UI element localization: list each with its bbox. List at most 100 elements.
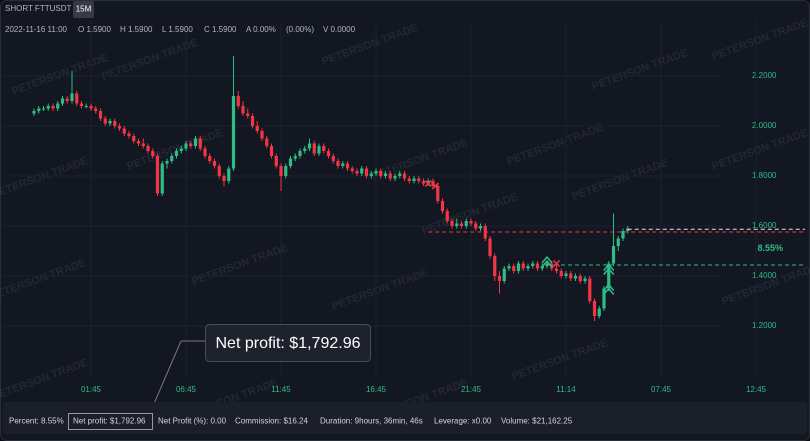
candle-body	[170, 156, 174, 161]
x-tick-label: 01:45	[81, 385, 102, 394]
candle-body	[51, 106, 55, 109]
candle-body	[132, 136, 136, 141]
candle-body	[274, 156, 278, 166]
candle-body	[345, 163, 350, 169]
candle-body	[198, 138, 202, 149]
candle-body	[469, 221, 473, 224]
ohlc-field: C 1.5900	[204, 25, 237, 34]
y-tick-label: 1.6000	[752, 221, 777, 230]
candle-body	[298, 151, 302, 156]
y-tick-label: 1.4000	[752, 271, 777, 280]
ohlc-field: V 0.0000	[323, 25, 356, 34]
trade-marker	[603, 283, 615, 295]
candle-body	[488, 238, 492, 256]
candle-body	[497, 276, 502, 281]
candle-body	[184, 143, 188, 149]
candle-body	[56, 103, 60, 109]
candle-body	[526, 266, 530, 269]
candle-body	[46, 106, 50, 109]
candle-body	[464, 221, 468, 226]
candle-body	[79, 103, 84, 106]
candle-body	[203, 148, 207, 156]
candle-body	[174, 151, 179, 156]
callout-text: Net profit: $1,792.96	[216, 335, 361, 352]
candle-body	[336, 161, 340, 166]
candle-body	[231, 96, 236, 169]
candle-body	[516, 263, 521, 271]
status-item: Net profit: $1,792.96	[73, 417, 146, 426]
candle-body	[312, 143, 316, 154]
candle-body	[84, 106, 88, 107]
candle-body	[189, 143, 193, 146]
candle-body	[436, 186, 440, 201]
status-item: Duration: 9hours, 36min, 46s	[320, 417, 423, 426]
candle-body	[535, 263, 540, 269]
candle-body	[265, 138, 269, 146]
interval[interactable]: 15M	[76, 5, 92, 14]
plot: 1.2000 1.4000 1.6000 1.8000 2.0000 2.2000 01:4…	[0, 21, 805, 394]
status-highlight	[68, 413, 153, 430]
x-tick-label: 11:45	[271, 385, 291, 394]
candle-body	[512, 266, 516, 271]
status-item: Leverage: x0.00	[434, 417, 492, 426]
candle-body	[269, 146, 274, 156]
candle-body	[255, 126, 259, 131]
x-tick-label: 21:45	[461, 385, 482, 394]
candle-body	[89, 106, 93, 109]
candle-body	[75, 93, 79, 104]
status-items: Percent: 8.55% Net profit: $1,792.96 Net P…	[9, 417, 573, 426]
candle-body	[246, 113, 250, 116]
trade-marker	[431, 182, 439, 190]
trade-marker	[552, 259, 561, 268]
candle-body	[136, 141, 141, 144]
candle-body	[222, 176, 226, 181]
candle-body	[602, 288, 606, 309]
trade-marker	[424, 179, 432, 188]
candle-body	[108, 121, 112, 124]
candle-body	[559, 271, 563, 276]
ohlc-field: 2022-11-16 11:00	[5, 25, 68, 34]
candle-body	[474, 223, 478, 229]
candle-body	[597, 308, 601, 316]
x-tick-label: 07:45	[651, 385, 672, 394]
candle-body	[331, 156, 335, 161]
candle-body	[32, 111, 36, 114]
candle-body	[141, 143, 145, 146]
candle-body	[478, 226, 483, 229]
annotation: 8.55%	[757, 243, 783, 253]
candle-body	[250, 116, 255, 126]
status-item: Volume: $21,162.25	[501, 417, 573, 426]
candle-body	[65, 98, 69, 101]
candle-body	[554, 268, 559, 271]
candle-body	[241, 106, 245, 114]
candle-body	[326, 151, 331, 156]
candle-body	[445, 211, 449, 221]
candle-body	[393, 176, 397, 179]
candle-body	[569, 273, 573, 279]
candle-body	[583, 278, 587, 281]
candle-body	[103, 118, 107, 124]
candle-body	[284, 166, 288, 176]
candle-body	[450, 221, 454, 226]
candle-body	[455, 223, 459, 226]
status-item: Percent: 8.55%	[9, 417, 64, 426]
callout-box	[205, 324, 371, 362]
candle-body	[588, 278, 592, 301]
candle-body	[592, 301, 597, 316]
candle-body	[402, 173, 407, 179]
x-tick-label: 16:45	[366, 385, 387, 394]
y-tick-label: 2.0000	[752, 121, 777, 130]
candle-body	[459, 223, 464, 226]
interval-box[interactable]	[73, 1, 94, 18]
candle-body	[379, 171, 383, 176]
candle-body	[160, 163, 164, 194]
y-tick-label: 2.2000	[752, 71, 777, 80]
candle-body	[236, 96, 240, 106]
candle-body	[383, 173, 388, 176]
symbol: SHORT FTTUSDT	[5, 4, 71, 13]
candle-body	[398, 173, 402, 176]
candle-body	[341, 163, 345, 166]
trade-marker	[541, 255, 553, 268]
ohlc-field: (0.00%)	[286, 25, 314, 34]
